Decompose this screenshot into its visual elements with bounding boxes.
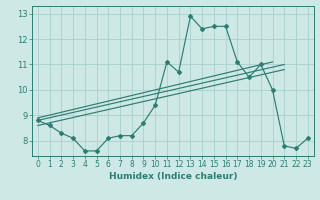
X-axis label: Humidex (Indice chaleur): Humidex (Indice chaleur) — [108, 172, 237, 181]
